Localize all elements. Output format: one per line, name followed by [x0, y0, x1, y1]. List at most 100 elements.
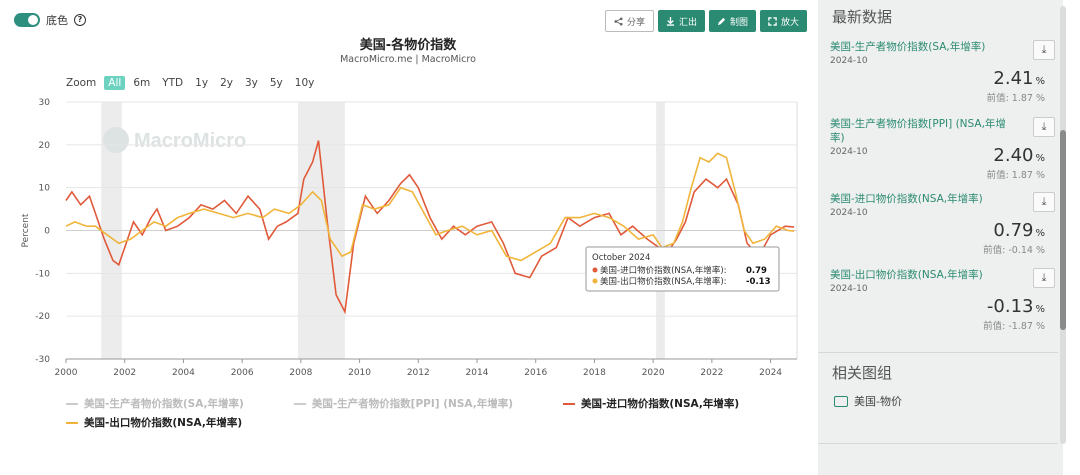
tooltip-box — [585, 246, 780, 292]
draw-label: 制图 — [730, 17, 749, 28]
tooltip-value: 0.79 — [746, 266, 767, 276]
card-name[interactable]: 美国-出口物价指数(NSA,年增率) — [830, 269, 983, 281]
legend-item-ppi-sa[interactable]: 美国-生产者物价指数(SA,年增率) — [66, 396, 244, 411]
x-tick-label: 2020 — [642, 368, 665, 378]
legend-swatch — [293, 402, 306, 405]
legend-item-ppi-nsa[interactable]: 美国-生产者物价指数[PPI] (NSA,年增率) — [293, 396, 513, 411]
download-icon[interactable]: ⤓ — [1033, 117, 1055, 137]
tooltip-value: -0.13 — [746, 277, 771, 287]
download-icon[interactable]: ⤓ — [1033, 40, 1055, 60]
card-date: 2024-10 — [830, 147, 868, 157]
y-tick-label: 10 — [39, 184, 51, 194]
expand-label: 放大 — [781, 17, 800, 28]
chart-toolbar: 分享 汇出 制图 放大 — [605, 10, 808, 32]
tooltip-date: October 2024 — [592, 253, 650, 263]
download-icon[interactable]: ⤓ — [1033, 192, 1055, 212]
card-date: 2024-10 — [830, 284, 868, 294]
zoom-option-ytd[interactable]: YTD — [162, 77, 184, 89]
legend-swatch — [563, 402, 575, 405]
y-tick-label: 0 — [44, 227, 50, 237]
pencil-icon — [717, 17, 726, 25]
x-tick-label: 2012 — [407, 368, 430, 378]
x-tick-label: 2008 — [289, 368, 312, 378]
zoom-option-1y[interactable]: 1y — [195, 77, 209, 89]
zoom-label: Zoom — [66, 77, 97, 89]
x-tick-label: 2018 — [583, 368, 606, 378]
background-toggle-row: 底色 ? — [14, 12, 86, 28]
x-tick-label: 2002 — [113, 368, 136, 378]
tooltip-label: 美国-出口物价指数(NSA,年增率): — [600, 276, 727, 287]
tooltip-dot — [592, 267, 598, 273]
help-icon[interactable]: ? — [74, 14, 86, 26]
expand-button[interactable]: 放大 — [760, 10, 808, 32]
watermark: MacroMicro — [134, 130, 246, 152]
chart-subtitle: MacroMicro.me | MacroMicro — [340, 54, 476, 65]
x-tick-label: 2000 — [55, 368, 78, 378]
y-tick-label: 20 — [39, 141, 51, 151]
x-tick-label: 2006 — [231, 368, 254, 378]
card-previous: 前值: 1.87 % — [986, 170, 1045, 181]
zoom-selector: Zoom All 6m YTD 1y 2y 3y 5y 10y — [62, 76, 318, 90]
related-groups-heading: 相关图组 — [832, 364, 893, 382]
legend-label: 美国-生产者物价指数[PPI] (NSA,年增率) — [311, 398, 513, 410]
zoom-option-2y[interactable]: 2y — [220, 77, 233, 89]
panel-scrollbar-thumb[interactable] — [1060, 130, 1066, 330]
y-tick-label: -30 — [35, 355, 50, 365]
latest-data-panel: 最新数据 美国-生产者物价指数(SA,年增率) 2024-10 ⤓ 2.41% … — [818, 0, 1063, 475]
card-name[interactable]: 美国-进口物价指数(NSA,年增率) — [830, 193, 983, 205]
draw-button[interactable]: 制图 — [709, 10, 757, 32]
share-icon — [614, 16, 623, 26]
zoom-option-all[interactable]: All — [104, 76, 126, 90]
zoom-option-5y[interactable]: 5y — [269, 77, 283, 89]
zoom-option-10y[interactable]: 10y — [294, 77, 315, 89]
chart-legend: 美国-生产者物价指数(SA,年增率) 美国-生产者物价指数[PPI] (NSA,… — [66, 396, 786, 434]
card-previous: 前值: -0.14 % — [983, 245, 1045, 256]
expand-icon — [768, 16, 777, 26]
zoom-option-6m[interactable]: 6m — [133, 77, 151, 89]
card-previous: 前值: 1.87 % — [986, 93, 1045, 104]
y-tick-label: -20 — [35, 312, 50, 322]
legend-item-import[interactable]: 美国-进口物价指数(NSA,年增率) — [563, 396, 739, 411]
legend-label: 美国-出口物价指数(NSA,年增率) — [84, 417, 243, 429]
background-toggle-label: 底色 — [46, 14, 68, 27]
card-value: -0.13% — [986, 296, 1045, 317]
background-toggle[interactable] — [14, 13, 40, 27]
card-date: 2024-10 — [830, 56, 868, 66]
data-card[interactable]: 美国-进口物价指数(NSA,年增率) 2024-10 ⤓ 0.79% 前值: -… — [830, 192, 1055, 256]
export-label: 汇出 — [679, 17, 698, 28]
legend-swatch — [66, 402, 78, 405]
x-tick-label: 2016 — [524, 368, 547, 378]
download-icon[interactable]: ⤓ — [1033, 268, 1055, 288]
x-tick-label: 2022 — [700, 368, 723, 378]
panel-heading: 最新数据 — [832, 8, 893, 26]
card-name[interactable]: 美国-生产者物价指数(SA,年增率) — [830, 41, 986, 53]
data-card[interactable]: 美国-出口物价指数(NSA,年增率) 2024-10 ⤓ -0.13% 前值: … — [830, 268, 1055, 332]
x-tick-label: 2024 — [759, 368, 782, 378]
export-button[interactable]: 汇出 — [658, 10, 706, 32]
legend-label: 美国-生产者物价指数(SA,年增率) — [84, 398, 244, 410]
card-value: 2.41% — [993, 68, 1045, 89]
related-group-label: 美国-物价 — [854, 395, 902, 408]
zoom-option-3y[interactable]: 3y — [244, 77, 258, 89]
card-value: 0.79% — [993, 220, 1045, 241]
legend-item-export[interactable]: 美国-出口物价指数(NSA,年增率) — [66, 415, 242, 430]
data-card[interactable]: 美国-生产者物价指数[PPI] (NSA,年增率) 2024-10 ⤓ 2.40… — [830, 117, 1055, 181]
series-line-export — [65, 152, 795, 262]
watermark-logo — [103, 127, 129, 153]
card-date: 2024-10 — [830, 208, 868, 218]
chart-title: 美国-各物价指数 — [359, 38, 457, 53]
share-label: 分享 — [627, 17, 646, 28]
x-tick-label: 2010 — [348, 368, 371, 378]
y-axis-label: Percent — [21, 213, 31, 247]
data-card[interactable]: 美国-生产者物价指数(SA,年增率) 2024-10 ⤓ 2.41% 前值: 1… — [830, 40, 1055, 104]
panel-divider — [818, 352, 1058, 353]
card-name[interactable]: 美国-生产者物价指数[PPI] (NSA,年增率) — [830, 118, 1006, 144]
panel-divider — [818, 443, 1058, 444]
share-button[interactable]: 分享 — [605, 10, 655, 32]
y-tick-label: 30 — [39, 98, 51, 108]
legend-label: 美国-进口物价指数(NSA,年增率) — [581, 398, 740, 410]
legend-swatch — [66, 421, 78, 424]
card-value: 2.40% — [993, 145, 1045, 166]
related-group-item[interactable]: 美国-物价 — [834, 393, 902, 409]
